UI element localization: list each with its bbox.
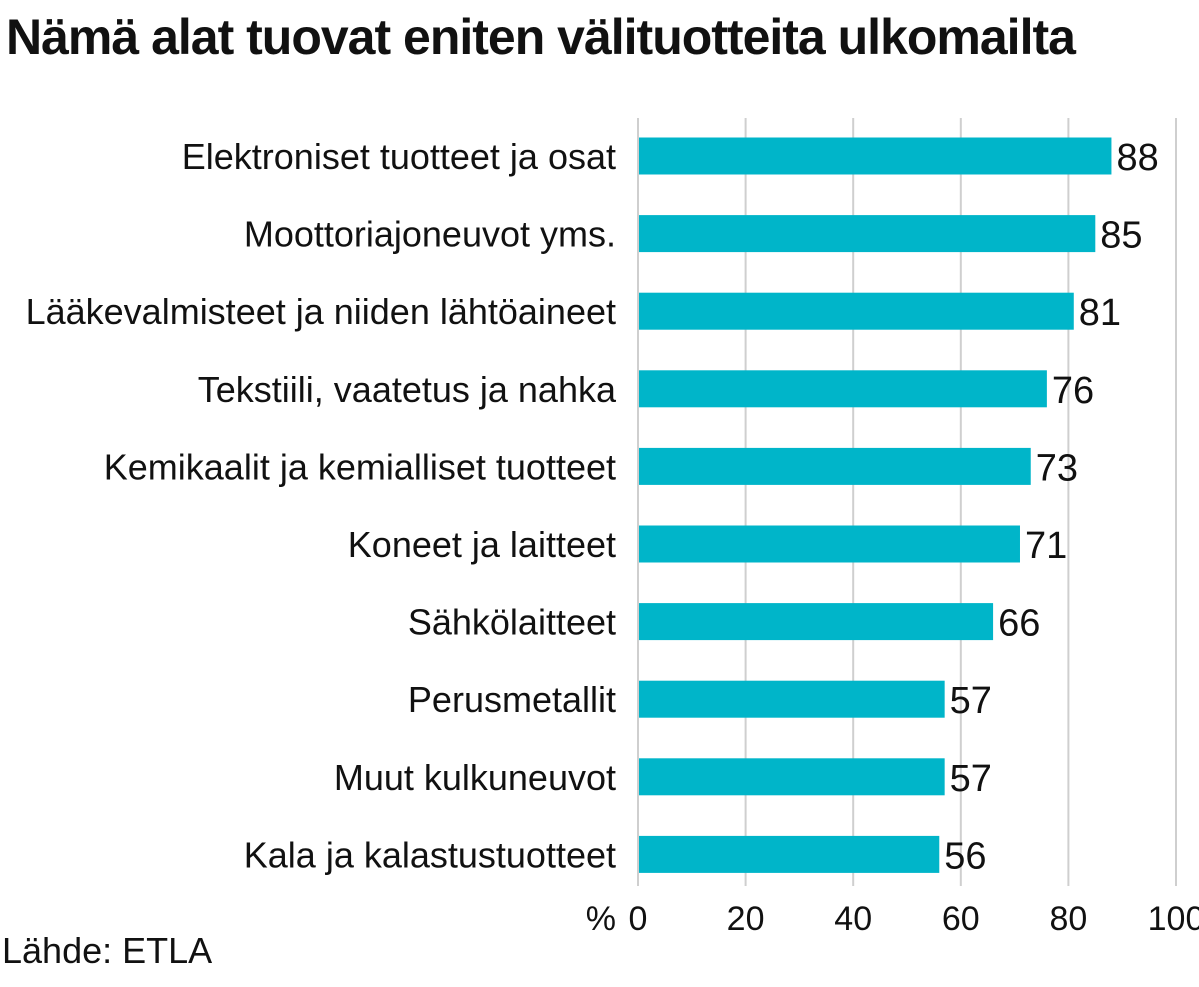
data-label: 57 <box>950 680 992 722</box>
data-label: 76 <box>1052 370 1094 412</box>
data-label: 88 <box>1116 137 1158 179</box>
category-label: Kala ja kalastustuotteet <box>244 834 616 875</box>
bar <box>638 215 1096 253</box>
data-label: 57 <box>950 758 992 800</box>
category-label: Koneet ja laitteet <box>348 524 616 565</box>
x-tick-label: 20 <box>727 900 765 938</box>
bar <box>638 603 994 641</box>
data-label: 85 <box>1100 215 1142 257</box>
category-label: Elektroniset tuotteet ja osat <box>182 136 616 177</box>
bar <box>638 680 945 718</box>
data-label: 71 <box>1025 525 1067 567</box>
category-label: Tekstiili, vaatetus ja nahka <box>198 369 617 410</box>
bar <box>638 525 1020 563</box>
data-label: 66 <box>998 603 1040 645</box>
source-note: Lähde: ETLA <box>2 930 213 971</box>
category-label: Kemikaalit ja kemialliset tuotteet <box>104 446 616 487</box>
bar <box>638 447 1031 485</box>
data-label: 81 <box>1079 292 1121 334</box>
data-label: 73 <box>1036 447 1078 489</box>
labels: Elektroniset tuotteet ja osat 88 Moottoria… <box>26 136 1159 877</box>
x-unit-label: % <box>586 900 616 938</box>
x-tick-label: 60 <box>942 900 980 938</box>
x-tick-label: 0 <box>629 900 648 938</box>
bar <box>638 292 1074 330</box>
bar <box>638 370 1047 408</box>
bar <box>638 137 1112 175</box>
bar <box>638 758 945 796</box>
category-label: Sähkölaitteet <box>408 602 616 643</box>
bars <box>638 137 1112 873</box>
category-label: Lääkevalmisteet ja niiden lähtöaineet <box>26 291 616 332</box>
x-tick-label: 80 <box>1049 900 1087 938</box>
bar <box>638 835 940 873</box>
chart-title: Nämä alat tuovat eniten välituotteita ul… <box>6 9 1076 65</box>
x-tick-label: 100 <box>1148 900 1199 938</box>
category-label: Muut kulkuneuvot <box>334 757 616 798</box>
data-label: 56 <box>944 835 986 877</box>
x-tick-label: 40 <box>834 900 872 938</box>
category-label: Moottoriajoneuvot yms. <box>244 214 616 255</box>
x-axis: 0 20 40 60 80 100% <box>586 118 1199 938</box>
category-label: Perusmetallit <box>408 679 616 720</box>
